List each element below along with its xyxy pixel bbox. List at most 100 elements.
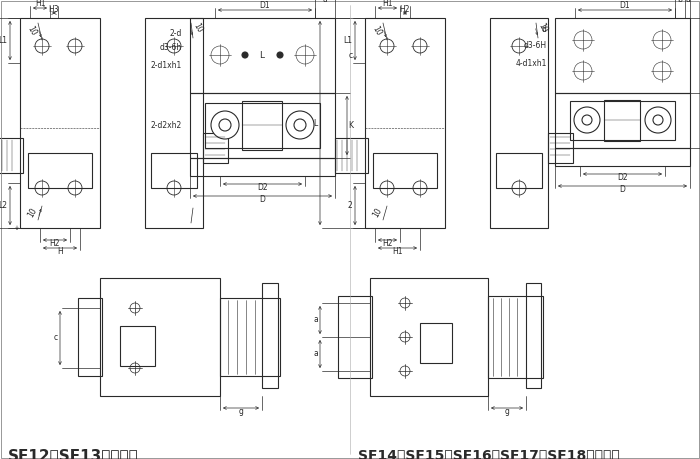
Bar bbox=[555, 148, 690, 166]
Text: H2: H2 bbox=[50, 239, 60, 247]
Text: H3: H3 bbox=[49, 5, 60, 13]
Bar bbox=[120, 326, 155, 366]
Circle shape bbox=[35, 39, 49, 53]
Circle shape bbox=[277, 52, 283, 58]
Text: 2-d2xh2: 2-d2xh2 bbox=[150, 121, 182, 129]
Circle shape bbox=[400, 366, 410, 376]
Circle shape bbox=[130, 303, 140, 313]
Text: a: a bbox=[314, 315, 318, 325]
Text: SF12、SF13型平面图: SF12、SF13型平面图 bbox=[8, 448, 139, 459]
Bar bbox=[490, 18, 548, 228]
Text: 10: 10 bbox=[371, 207, 384, 219]
Text: H2: H2 bbox=[382, 239, 393, 247]
Circle shape bbox=[130, 363, 140, 373]
Circle shape bbox=[219, 119, 231, 131]
Bar bbox=[190, 18, 335, 93]
Bar bbox=[20, 18, 100, 228]
Text: b: b bbox=[678, 0, 682, 5]
Text: a: a bbox=[685, 0, 690, 5]
Circle shape bbox=[211, 111, 239, 139]
Text: 2-d: 2-d bbox=[169, 28, 182, 38]
Text: H2: H2 bbox=[400, 5, 410, 13]
Circle shape bbox=[242, 52, 248, 58]
Text: d3-6H: d3-6H bbox=[524, 40, 547, 50]
Bar bbox=[555, 18, 690, 93]
Text: D: D bbox=[620, 185, 625, 195]
Bar bbox=[145, 18, 203, 228]
Text: H: H bbox=[57, 246, 63, 256]
Circle shape bbox=[211, 46, 229, 64]
Bar bbox=[548, 133, 573, 163]
Bar bbox=[0, 138, 23, 173]
Circle shape bbox=[286, 111, 314, 139]
Bar bbox=[488, 296, 543, 378]
Circle shape bbox=[380, 39, 394, 53]
Text: 2-d1xh1: 2-d1xh1 bbox=[150, 62, 182, 71]
Text: 10: 10 bbox=[26, 207, 38, 219]
Text: 10: 10 bbox=[192, 22, 204, 34]
Bar bbox=[338, 296, 372, 378]
Bar bbox=[373, 153, 437, 188]
Bar bbox=[262, 283, 278, 388]
Circle shape bbox=[582, 115, 592, 125]
Circle shape bbox=[68, 181, 82, 195]
Text: D2: D2 bbox=[257, 184, 268, 192]
Bar bbox=[365, 18, 445, 228]
Circle shape bbox=[400, 298, 410, 308]
Bar bbox=[242, 101, 282, 150]
Bar bbox=[205, 103, 320, 148]
Bar bbox=[78, 298, 102, 376]
Circle shape bbox=[167, 181, 181, 195]
Text: 10: 10 bbox=[371, 25, 384, 38]
Bar bbox=[190, 93, 335, 158]
Text: K: K bbox=[349, 121, 354, 130]
Bar bbox=[604, 100, 640, 141]
Text: d: d bbox=[542, 26, 547, 34]
Circle shape bbox=[653, 62, 671, 80]
Text: g: g bbox=[239, 408, 244, 416]
Circle shape bbox=[512, 39, 526, 53]
Circle shape bbox=[645, 107, 671, 133]
Bar bbox=[190, 158, 335, 176]
Bar bbox=[335, 138, 368, 173]
Text: H1: H1 bbox=[382, 0, 393, 9]
Circle shape bbox=[653, 31, 671, 49]
Text: L: L bbox=[313, 118, 317, 128]
Bar bbox=[496, 153, 542, 188]
Text: a: a bbox=[314, 349, 318, 358]
Text: L1: L1 bbox=[0, 36, 8, 45]
Text: D2: D2 bbox=[617, 174, 628, 183]
Text: L2: L2 bbox=[0, 201, 8, 210]
Text: SF14、SF15、SF16、SF17、SF18型平面图: SF14、SF15、SF16、SF17、SF18型平面图 bbox=[358, 448, 620, 459]
Circle shape bbox=[574, 62, 592, 80]
Circle shape bbox=[413, 39, 427, 53]
Bar bbox=[555, 93, 690, 148]
Circle shape bbox=[653, 115, 663, 125]
Bar bbox=[220, 298, 280, 376]
Bar bbox=[100, 278, 220, 396]
Circle shape bbox=[574, 107, 600, 133]
Circle shape bbox=[68, 39, 82, 53]
Circle shape bbox=[296, 46, 314, 64]
Text: D1: D1 bbox=[620, 1, 630, 11]
Bar bbox=[203, 133, 228, 163]
Circle shape bbox=[167, 39, 181, 53]
Circle shape bbox=[380, 181, 394, 195]
Bar bbox=[526, 283, 541, 388]
Text: L: L bbox=[260, 50, 265, 60]
Bar bbox=[28, 153, 92, 188]
Text: c: c bbox=[349, 50, 353, 60]
Bar bbox=[151, 153, 197, 188]
Bar bbox=[570, 101, 675, 140]
Text: 10: 10 bbox=[26, 25, 38, 38]
Circle shape bbox=[574, 31, 592, 49]
Text: 4-d1xh1: 4-d1xh1 bbox=[516, 58, 547, 67]
Circle shape bbox=[413, 181, 427, 195]
Text: g: g bbox=[505, 408, 510, 416]
Text: H1: H1 bbox=[392, 246, 402, 256]
Circle shape bbox=[35, 181, 49, 195]
Circle shape bbox=[512, 181, 526, 195]
Text: c: c bbox=[54, 334, 58, 342]
Text: 2: 2 bbox=[348, 201, 352, 210]
Text: d3-6h: d3-6h bbox=[160, 44, 182, 52]
